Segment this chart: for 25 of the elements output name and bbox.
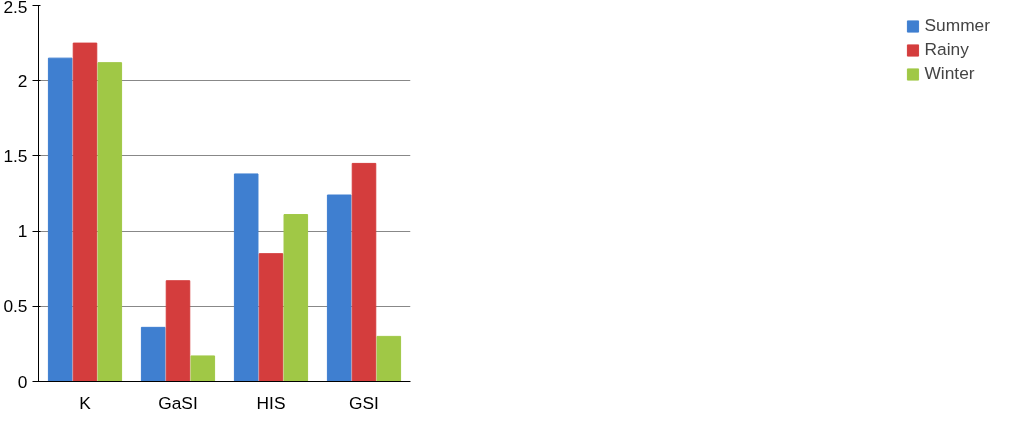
bar [258, 253, 284, 382]
bar [97, 62, 123, 382]
y-tick-label: 1.5 [3, 145, 28, 166]
y-tick-label: 0 [17, 371, 28, 392]
y-tick-label: 2.5 [3, 0, 28, 17]
bar [165, 280, 191, 382]
legend-label: Rainy [924, 39, 969, 60]
bar [326, 194, 352, 382]
bar [140, 326, 166, 382]
legend-label: Winter [924, 63, 975, 84]
x-tick-label: GaSI [158, 392, 198, 413]
bar [283, 214, 309, 382]
x-tick-label: HIS [256, 392, 286, 413]
bar [72, 42, 98, 382]
bar [47, 57, 73, 382]
bar [233, 173, 259, 382]
bar [351, 162, 377, 382]
y-tick-label: 0.5 [3, 296, 28, 317]
x-tick-label: GSI [349, 392, 379, 413]
y-tick-label: 2 [17, 70, 28, 91]
legend-label: Summer [924, 15, 990, 36]
x-tick-label: K [79, 392, 92, 413]
y-tick-label: 1 [17, 221, 28, 242]
bar [376, 335, 402, 382]
bar [190, 355, 216, 382]
